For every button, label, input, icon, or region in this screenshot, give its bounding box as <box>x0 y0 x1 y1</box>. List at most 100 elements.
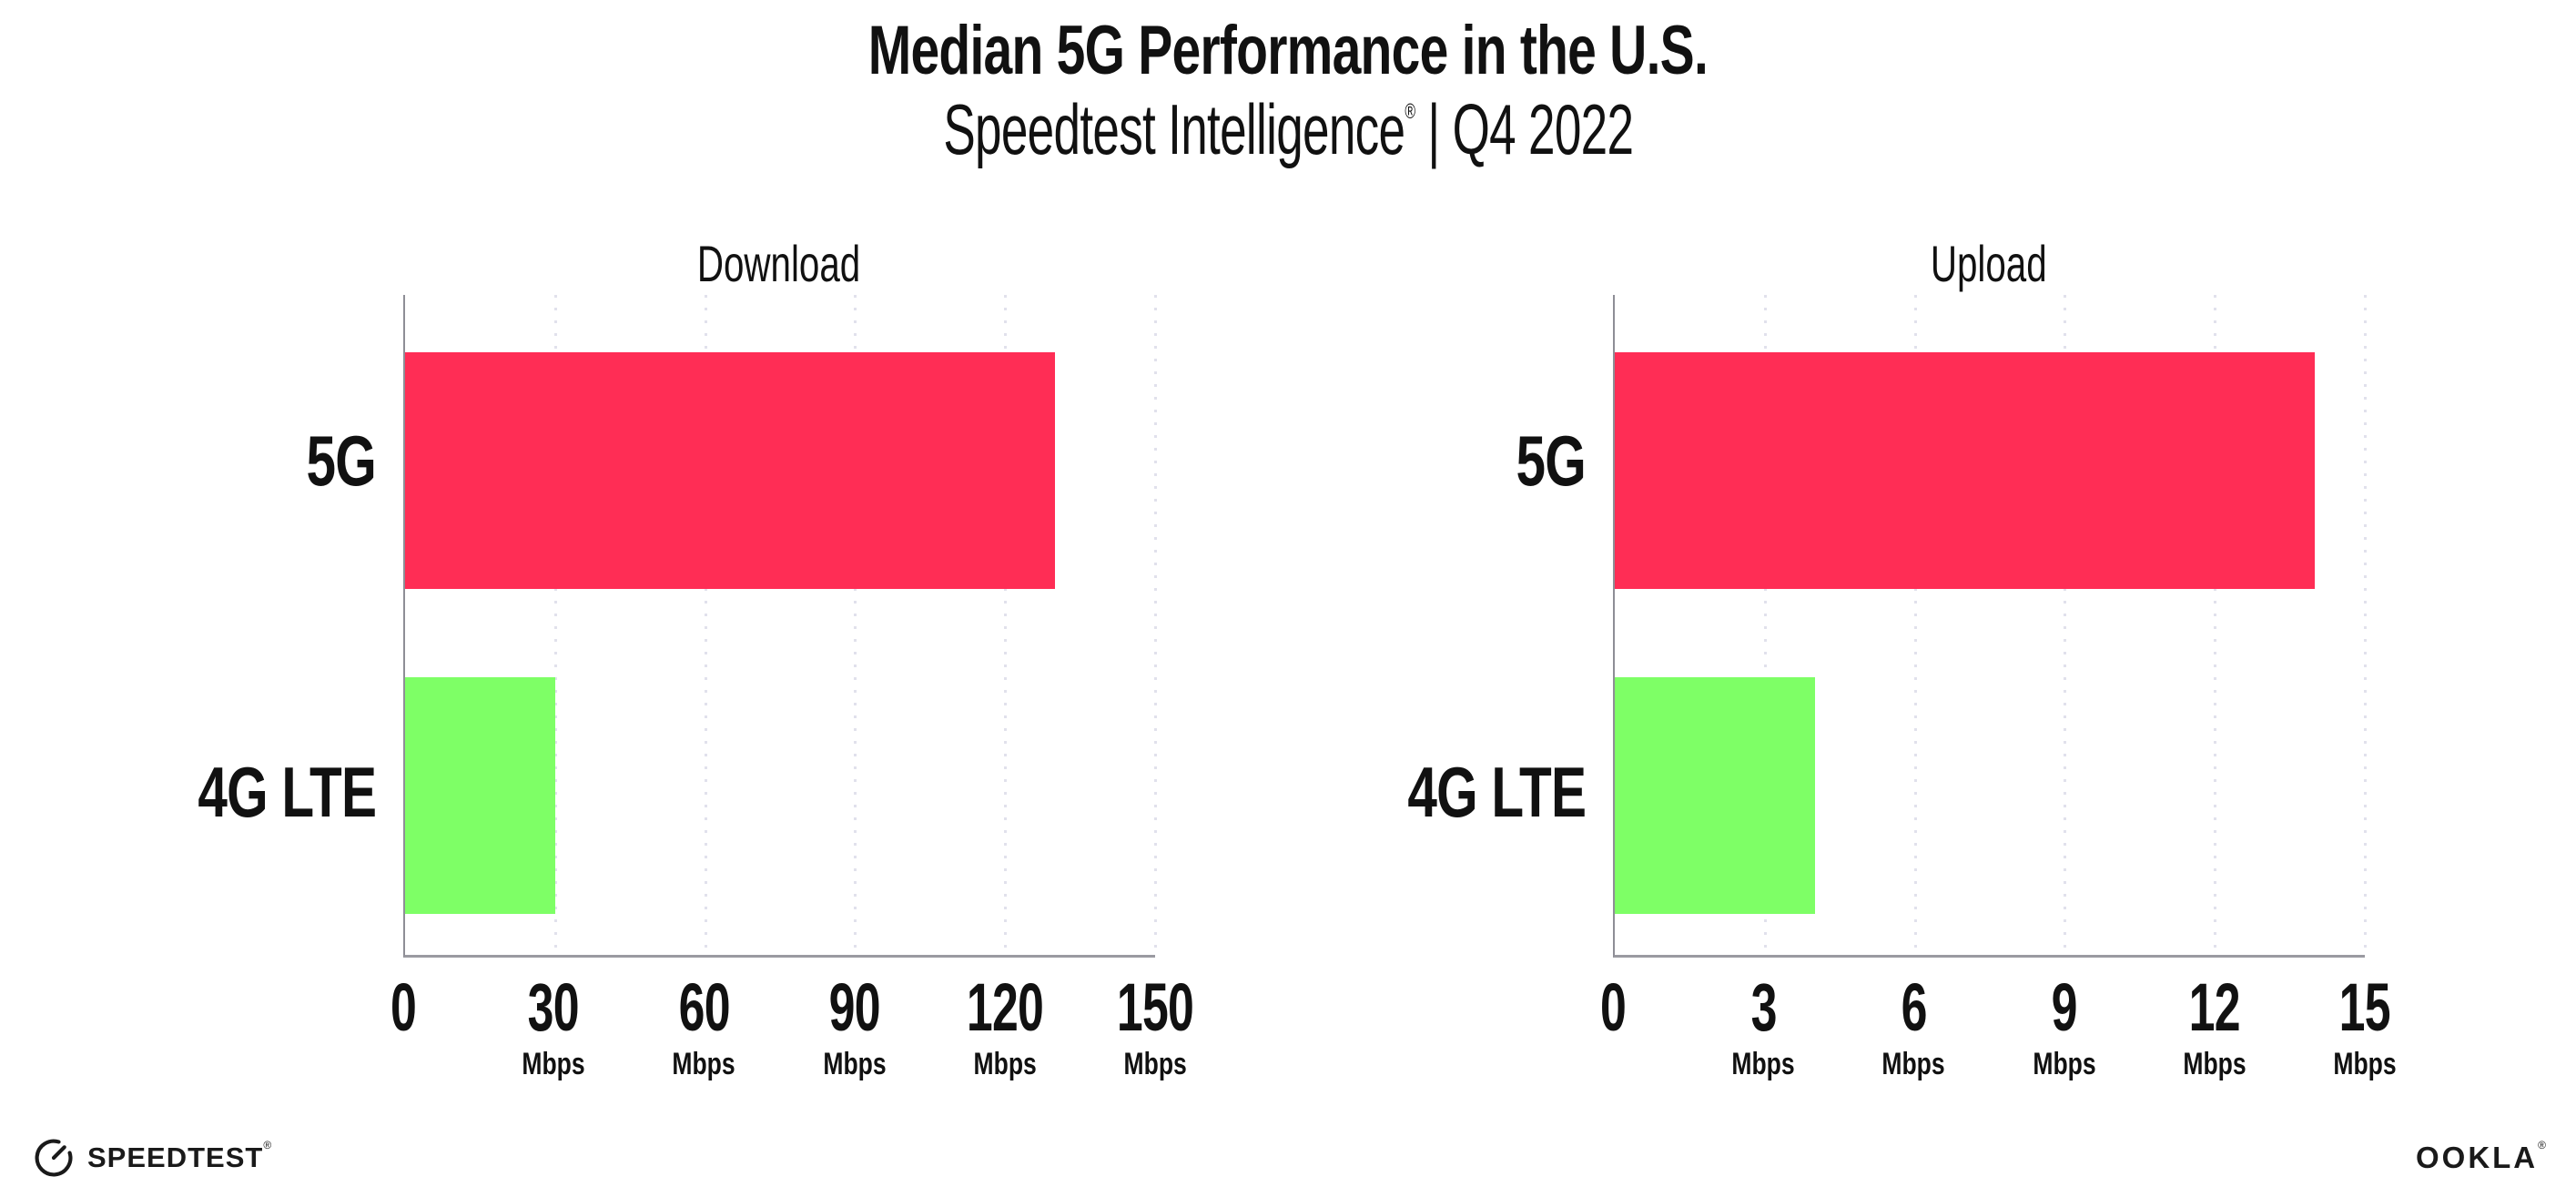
subtitle-period: | Q4 2022 <box>1415 88 1634 169</box>
gridline-12 <box>2214 295 2217 955</box>
x-tick-unit: Mbps <box>513 1047 594 1082</box>
x-tick-value: 30 <box>513 969 594 1045</box>
x-tick-3: 3 Mbps <box>1723 969 1804 1082</box>
upload-plot-row: 5G 4G LTE <box>1331 295 2367 958</box>
page-subtitle-text: Speedtest Intelligence® | Q4 2022 <box>943 88 1634 169</box>
download-plot-row: 5G 4G LTE <box>121 295 1157 958</box>
x-tick-unit: Mbps <box>2174 1047 2255 1082</box>
download-chart-title: Download <box>403 223 1155 295</box>
ookla-label: OOKLA <box>2415 1141 2539 1174</box>
x-tick-value-text: 0 <box>1599 969 1627 1045</box>
x-tick-value: 3 <box>1723 969 1804 1045</box>
x-tick-unit: Mbps <box>1723 1047 1804 1082</box>
x-tick-unit-text: Mbps <box>672 1047 736 1082</box>
ookla-logo: OOKLA® <box>2415 1139 2549 1175</box>
x-tick-unit-text: Mbps <box>2032 1047 2096 1082</box>
gauge-icon <box>35 1139 73 1177</box>
x-tick-unit: Mbps <box>1873 1047 1954 1082</box>
x-tick-value: 150 <box>1100 969 1210 1045</box>
x-tick-0: 0 <box>1595 969 1631 1045</box>
gridline-90 <box>854 295 857 955</box>
gridline-3 <box>1763 295 1767 955</box>
bar-5g <box>1615 351 2316 589</box>
x-tick-unit-text: Mbps <box>973 1047 1037 1082</box>
upload-chart-title: Upload <box>1613 223 2365 295</box>
x-tick-value: 15 <box>2325 969 2406 1045</box>
gridline-15 <box>2364 295 2367 955</box>
x-tick-unit: Mbps <box>664 1047 745 1082</box>
x-tick-unit-text: Mbps <box>2333 1047 2397 1082</box>
x-tick-value-text: 60 <box>678 969 730 1045</box>
page-subtitle: Speedtest Intelligence® | Q4 2022 <box>0 88 2576 169</box>
speedtest-registered-icon: ® <box>263 1138 273 1151</box>
speedtest-label: SPEEDTEST <box>87 1141 264 1173</box>
category-label-4g-lte: 4G LTE <box>121 626 403 958</box>
x-tick-value-text: 6 <box>1901 969 1927 1045</box>
subtitle-brand: Speedtest Intelligence <box>943 88 1405 169</box>
x-tick-60: 60 Mbps <box>664 969 745 1082</box>
x-axis-labels: 0 30 Mbps 60 Mbps 90 Mbps 120 Mbps 150 Mbps <box>390 958 1194 1131</box>
page-title-text: Median 5G Performance in the U.S. <box>867 12 1709 89</box>
x-tick-value-text: 90 <box>828 969 880 1045</box>
gridline-60 <box>704 295 707 955</box>
speedtest-wordmark: SPEEDTEST® <box>87 1138 273 1174</box>
x-tick-value: 0 <box>385 969 421 1045</box>
category-label-text: 4G LTE <box>198 751 377 832</box>
x-tick-value-text: 120 <box>966 969 1044 1045</box>
x-tick-value-text: 30 <box>528 969 580 1045</box>
category-labels: 5G 4G LTE <box>121 295 403 958</box>
x-tick-value-text: 0 <box>390 969 417 1045</box>
category-label-text: 5G <box>1516 420 1586 501</box>
bar-4g-lte <box>405 676 555 914</box>
x-tick-value-text: 12 <box>2188 969 2241 1045</box>
x-tick-value: 9 <box>2023 969 2104 1045</box>
x-tick-unit-text: Mbps <box>522 1047 585 1082</box>
ookla-registered-icon: ® <box>2538 1139 2549 1151</box>
x-tick-unit: Mbps <box>950 1047 1060 1082</box>
x-tick-unit-text: Mbps <box>822 1047 887 1082</box>
gridline-9 <box>2064 295 2067 955</box>
bar-5g <box>405 351 1056 589</box>
x-axis-labels: 0 3 Mbps 6 Mbps 9 Mbps 12 Mbps 15 Mbps <box>1600 958 2397 1131</box>
x-tick-150: 150 Mbps <box>1100 969 1210 1082</box>
x-tick-unit: Mbps <box>814 1047 895 1082</box>
category-label-5g: 5G <box>1331 295 1613 626</box>
x-tick-6: 6 Mbps <box>1873 969 1954 1082</box>
category-labels: 5G 4G LTE <box>1331 295 1613 958</box>
x-tick-value: 60 <box>664 969 745 1045</box>
plot-area <box>403 295 1157 958</box>
x-tick-value: 0 <box>1595 969 1631 1045</box>
x-tick-unit: Mbps <box>1100 1047 1210 1082</box>
upload-chart: Upload 5G 4G LTE 0 3 Mbps 6 Mbps 9 Mbps 12 Mbps 15… <box>1331 223 2397 1133</box>
bar-4g-lte <box>1615 676 1815 914</box>
upload-chart-title-text: Upload <box>1931 235 2047 292</box>
gridline-120 <box>1004 295 1008 955</box>
x-tick-value-text: 15 <box>2338 969 2391 1045</box>
x-tick-value-text: 9 <box>2051 969 2078 1045</box>
page-title: Median 5G Performance in the U.S. <box>0 15 2576 87</box>
gridline-6 <box>1913 295 1917 955</box>
download-chart-title-text: Download <box>697 235 861 292</box>
gridline-150 <box>1154 295 1157 955</box>
x-tick-value-text: 150 <box>1116 969 1194 1045</box>
x-tick-0: 0 <box>385 969 421 1045</box>
x-tick-value: 120 <box>950 969 1060 1045</box>
x-tick-unit-text: Mbps <box>1123 1047 1187 1082</box>
gridline-30 <box>553 295 557 955</box>
x-tick-90: 90 Mbps <box>814 969 895 1082</box>
registered-mark-icon: ® <box>1404 99 1415 124</box>
header: Median 5G Performance in the U.S. Speedt… <box>0 0 2576 169</box>
x-tick-unit: Mbps <box>2325 1047 2406 1082</box>
x-tick-9: 9 Mbps <box>2023 969 2104 1082</box>
x-tick-value: 90 <box>814 969 895 1045</box>
x-tick-30: 30 Mbps <box>513 969 594 1082</box>
x-tick-unit: Mbps <box>2023 1047 2104 1082</box>
x-tick-unit-text: Mbps <box>1731 1047 1795 1082</box>
x-tick-15: 15 Mbps <box>2325 969 2406 1082</box>
x-tick-value-text: 3 <box>1750 969 1777 1045</box>
x-tick-unit-text: Mbps <box>2183 1047 2246 1082</box>
plot-area <box>1613 295 2367 958</box>
x-tick-value: 6 <box>1873 969 1954 1045</box>
category-label-4g-lte: 4G LTE <box>1331 626 1613 958</box>
